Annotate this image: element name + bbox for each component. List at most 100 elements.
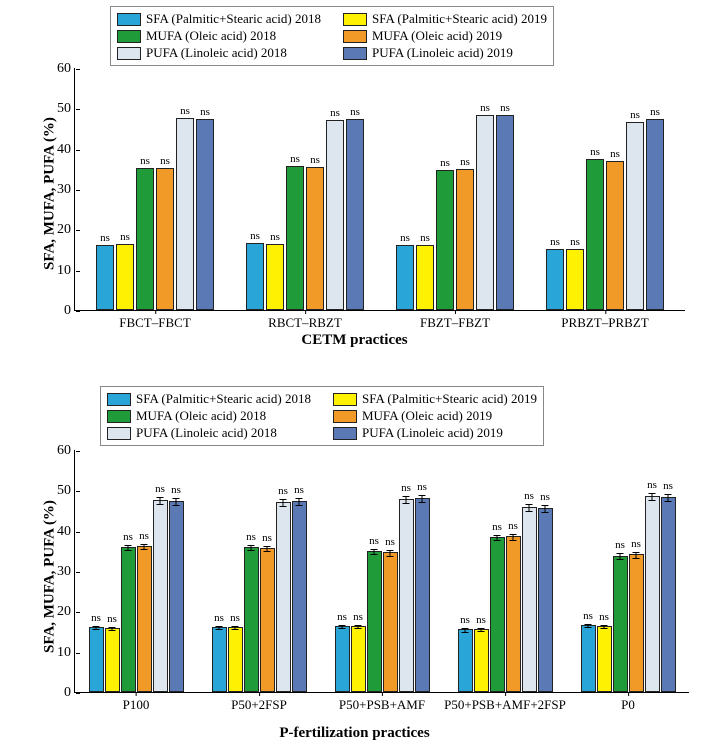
bar: ns <box>156 168 174 310</box>
legend-item: SFA (Palmitic+Stearic acid) 2019 <box>333 391 537 407</box>
bar-annotation: ns <box>630 109 640 121</box>
error-bar <box>251 545 252 551</box>
error-bar <box>529 504 530 512</box>
legend-label: MUFA (Oleic acid) 2019 <box>362 408 492 424</box>
y-tick: 60 <box>57 443 75 459</box>
y-tick: 20 <box>57 604 75 620</box>
bar-group: nsnsnsnsnsns <box>246 119 364 310</box>
bar: ns <box>244 547 259 692</box>
bar: ns <box>326 120 344 310</box>
bar: ns <box>490 537 505 692</box>
bar-group: nsnsnsnsnsns <box>581 496 676 692</box>
bar: ns <box>626 122 644 310</box>
error-bar <box>299 498 300 506</box>
error-bar <box>358 625 359 629</box>
error-bar <box>96 626 97 630</box>
y-axis-label-a: SFA, MUFA, PUFA (%) <box>42 94 59 294</box>
legend-item: MUFA (Oleic acid) 2019 <box>333 408 537 424</box>
bar-annotation: ns <box>250 230 260 242</box>
legend-label: MUFA (Oleic acid) 2018 <box>136 408 266 424</box>
legend-swatch <box>333 427 357 440</box>
bar: ns <box>416 245 434 310</box>
bar: ns <box>661 497 676 692</box>
legend-swatch <box>107 393 131 406</box>
bar-annotation: ns <box>440 157 450 169</box>
bar: ns <box>105 628 120 692</box>
bar: ns <box>606 161 624 310</box>
bar: ns <box>456 169 474 310</box>
legend-item: SFA (Palmitic+Stearic acid) 2018 <box>117 11 321 27</box>
bar-annotation: ns <box>650 106 660 118</box>
bar-annotation: ns <box>180 105 190 117</box>
legend-label: PUFA (Linoleic acid) 2019 <box>372 45 513 61</box>
error-bar <box>390 550 391 556</box>
bar-annotation: ns <box>663 480 673 492</box>
error-bar <box>422 495 423 503</box>
legend-swatch <box>343 13 367 26</box>
bar-annotation: ns <box>123 531 133 543</box>
bar: ns <box>474 629 489 692</box>
bar-group: nsnsnsnsnsns <box>96 118 214 310</box>
legend-label: SFA (Palmitic+Stearic acid) 2019 <box>362 391 537 407</box>
bar-annotation: ns <box>139 530 149 542</box>
bar: ns <box>476 115 494 310</box>
y-tick: 0 <box>64 303 75 319</box>
bar: ns <box>306 167 324 310</box>
x-tick: P50+2FSP <box>231 697 287 713</box>
legend-label: SFA (Palmitic+Stearic acid) 2018 <box>146 11 321 27</box>
legend-swatch <box>117 13 141 26</box>
bar-group: nsnsnsnsnsns <box>396 115 514 310</box>
bar: ns <box>522 507 537 692</box>
bar: ns <box>176 118 194 310</box>
bar: ns <box>169 501 184 692</box>
legend-swatch <box>107 427 131 440</box>
bar-annotation: ns <box>369 535 379 547</box>
bar-annotation: ns <box>140 155 150 167</box>
bar: ns <box>506 536 521 692</box>
error-bar <box>652 493 653 501</box>
error-bar <box>283 499 284 507</box>
bar: ns <box>246 243 264 310</box>
bar-annotation: ns <box>246 531 256 543</box>
bar: ns <box>228 627 243 692</box>
y-tick: 10 <box>57 263 75 279</box>
legend-item: PUFA (Linoleic acid) 2019 <box>343 45 547 61</box>
bar-annotation: ns <box>350 106 360 118</box>
bar: ns <box>260 548 275 692</box>
bar-annotation: ns <box>500 102 510 114</box>
x-tick: PRBZT–PRBZT <box>561 315 648 331</box>
bar-annotation: ns <box>524 490 534 502</box>
bar-annotation: ns <box>120 231 130 243</box>
bar: ns <box>367 551 382 692</box>
legend-label: SFA (Palmitic+Stearic acid) 2018 <box>136 391 311 407</box>
bar-annotation: ns <box>107 613 117 625</box>
bar-annotation: ns <box>540 491 550 503</box>
legend-b: SFA (Palmitic+Stearic acid) 2018 SFA (Pal… <box>100 386 544 446</box>
bar-annotation: ns <box>550 236 560 248</box>
bar-annotation: ns <box>508 520 518 532</box>
y-tick: 0 <box>64 685 75 701</box>
error-bar <box>219 626 220 630</box>
bar-annotation: ns <box>400 232 410 244</box>
bar-annotation: ns <box>353 611 363 623</box>
bar-annotation: ns <box>262 532 272 544</box>
error-bar <box>235 626 236 630</box>
bar: ns <box>396 245 414 310</box>
legend-swatch <box>117 30 141 43</box>
bar-annotation: ns <box>337 611 347 623</box>
x-tick: RBCT–RBZT <box>268 315 342 331</box>
x-tick: P0 <box>621 697 635 713</box>
bar: ns <box>89 627 104 692</box>
bar: ns <box>351 626 366 692</box>
bar-group: nsnsnsnsnsns <box>212 501 307 692</box>
bar: ns <box>538 508 553 692</box>
error-bar <box>144 544 145 550</box>
bar: ns <box>335 626 350 692</box>
bar: ns <box>196 119 214 310</box>
x-tick: FBZT–FBZT <box>420 315 490 331</box>
error-bar <box>636 552 637 558</box>
bar: ns <box>116 244 134 310</box>
bar: ns <box>136 168 154 310</box>
bar-annotation: ns <box>401 482 411 494</box>
y-tick: 30 <box>57 564 75 580</box>
